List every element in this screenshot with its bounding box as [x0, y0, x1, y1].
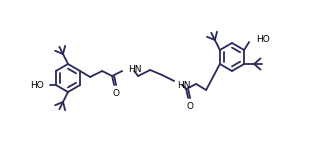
Text: HO: HO — [256, 35, 270, 44]
Text: HO: HO — [30, 80, 44, 89]
Text: HN: HN — [177, 80, 190, 89]
Text: HN: HN — [128, 64, 142, 73]
Text: O: O — [187, 102, 194, 111]
Text: O: O — [113, 89, 120, 98]
